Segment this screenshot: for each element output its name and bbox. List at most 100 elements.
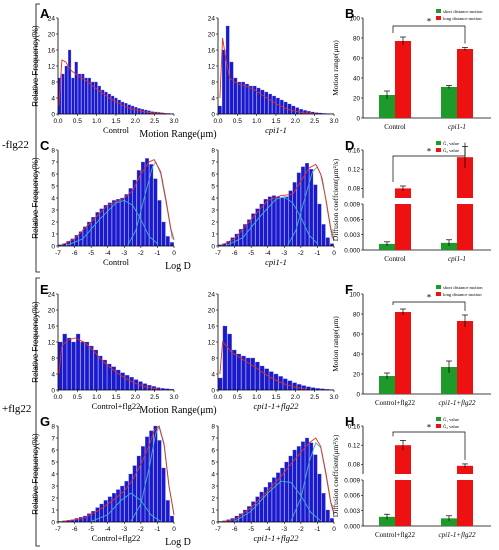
subplot-label: cpi1-1+flg22 xyxy=(254,401,300,411)
hist-bar xyxy=(103,500,108,523)
x-tick-label: -1 xyxy=(155,250,161,257)
y-tick-label: 4 xyxy=(211,196,215,203)
x-tick-label: -3 xyxy=(281,526,287,533)
hist-bar xyxy=(133,379,139,391)
x-tick-label: -3 xyxy=(121,526,127,533)
y-tick-label: 7 xyxy=(51,160,55,167)
x-tick-label: -5 xyxy=(88,526,94,533)
hist-bar xyxy=(325,237,330,247)
x-tick-label: 3.0 xyxy=(169,118,178,125)
y-tick-label: 0.003 xyxy=(344,232,360,239)
x-tick-label: 2.5 xyxy=(150,118,159,125)
hist-bar xyxy=(75,333,81,391)
fit-curve-total xyxy=(219,340,307,390)
x-tick-label: 1.0 xyxy=(252,394,261,401)
legend-label: Ĝ₁ value xyxy=(443,141,459,146)
side-frame: -flg22 +flg22 xyxy=(2,3,40,547)
subplot-label: Control xyxy=(103,125,130,135)
y-tick-label: 0.000 xyxy=(344,523,360,530)
y-tick-label: 0 xyxy=(211,520,215,527)
y-tick-label: 0.12 xyxy=(348,167,361,174)
x-tick-label: -2 xyxy=(298,526,304,533)
hist-bar xyxy=(99,503,104,523)
hist-bar xyxy=(272,95,276,115)
panel-letter: C xyxy=(40,138,50,153)
y-tick-label: 80 xyxy=(353,35,361,42)
side-label-top: -flg22 xyxy=(2,139,29,151)
hist-bar xyxy=(114,97,118,115)
fit-curve-component xyxy=(226,196,318,246)
y-tick-label: 3 xyxy=(51,484,55,491)
x-tick-label: 0.0 xyxy=(213,394,222,401)
y-tick-label: 7 xyxy=(211,160,215,167)
hist-bar xyxy=(273,373,279,391)
hist-bar xyxy=(259,365,265,391)
legend-label: short distance motion xyxy=(443,285,483,290)
x-tick-label: -1 xyxy=(315,526,321,533)
x-tick-label: 1.5 xyxy=(271,118,280,125)
y-axis-label: Motion range(μm) xyxy=(331,40,340,96)
subplot-2: 0 1 2 3 4 5 6 7 8 -7 -6 -5 -4 -3 -2 -1 0 cpi1-1 xyxy=(211,148,336,268)
panel-letter: E xyxy=(40,282,49,297)
y-tick-label: 2 xyxy=(211,496,215,503)
y-tick-label: 0 xyxy=(211,244,215,251)
hist-bar xyxy=(129,377,134,391)
hist-bar xyxy=(295,107,300,115)
y-tick-label: 0.08 xyxy=(348,186,361,193)
bracket-line xyxy=(392,301,466,311)
hist-bar xyxy=(276,97,280,115)
hist-bar xyxy=(124,481,129,523)
hist-bar xyxy=(84,77,88,115)
subplot-2: 0 4 8 12 16 20 24 0.0 0.5 1.0 1.5 2.0 2.5 3.0 cpi1-1+f… xyxy=(208,292,339,412)
significance-bracket: * xyxy=(392,423,466,460)
y-tick-label: 0 xyxy=(211,388,215,395)
hist-bar xyxy=(249,85,253,115)
y-tick-label: 4 xyxy=(51,96,55,103)
x-tick-label: 0.5 xyxy=(73,394,82,401)
hist-bar xyxy=(276,196,280,247)
hist-bar xyxy=(303,110,307,115)
y-tick-label: 0.08 xyxy=(348,462,361,469)
hist-bar xyxy=(78,73,82,115)
category-label: cpi1-1 xyxy=(448,255,466,263)
subplot-label: Control+flg22 xyxy=(92,401,141,411)
x-tick-label: 3.0 xyxy=(329,394,338,401)
hist-bar xyxy=(291,105,296,115)
hist-bar xyxy=(218,105,222,115)
hist-bar xyxy=(127,104,131,115)
legend-swatch xyxy=(436,292,441,296)
hist-bar xyxy=(241,81,245,115)
x-tick-label: -2 xyxy=(298,250,304,257)
hist-bar xyxy=(131,105,135,115)
y-tick-label: 0.009 xyxy=(344,201,360,208)
subplot-1: Relative Frequency(%) 0 4 8 12 16 20 24 0.0 0.5 1.… xyxy=(31,292,179,412)
x-tick-label: 1.0 xyxy=(92,394,101,401)
y-tick-label: 24 xyxy=(208,292,216,299)
x-tick-label: 0.5 xyxy=(73,118,82,125)
legend: short distance motion long distance motio… xyxy=(436,9,483,21)
shared-x-axis-label: Log D xyxy=(165,537,191,548)
subplot-label: cpi1-1 xyxy=(265,125,287,135)
x-tick-label: 2.0 xyxy=(291,118,300,125)
x-tick-label: -1 xyxy=(155,526,161,533)
bar xyxy=(379,376,395,394)
fit-curve-component xyxy=(90,492,161,522)
subplot-2: 0 1 2 3 4 5 6 7 8 -7 -6 -5 -4 -3 -2 -1 0 cpi1-1+flg22 xyxy=(211,424,336,544)
subplot-label: Control+flg22 xyxy=(92,533,141,543)
y-tick-label: 100 xyxy=(349,291,360,298)
bracket-bottom xyxy=(35,277,40,547)
x-tick-label: 1.5 xyxy=(271,394,280,401)
y-tick-label: 12 xyxy=(208,340,216,347)
legend: Ĝ₁ value Ĝ₂ value xyxy=(436,141,459,153)
y-tick-label: 8 xyxy=(211,356,215,363)
hist-bar xyxy=(306,386,311,391)
y-tick-label: 20 xyxy=(48,32,56,39)
significance-star: * xyxy=(427,147,432,157)
significance-bracket: * xyxy=(392,17,466,44)
hist-bar xyxy=(313,184,318,247)
y-tick-label: 20 xyxy=(48,308,56,315)
hist-bar xyxy=(116,489,120,523)
y-tick-label: 6 xyxy=(51,448,55,455)
